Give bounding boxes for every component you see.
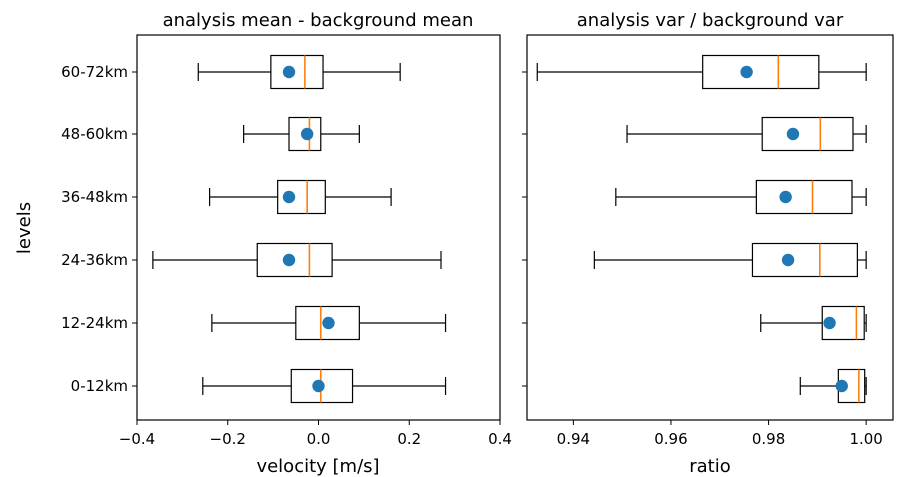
x-tick-label-left-3: 0.2 [397, 430, 421, 448]
mean-marker [740, 65, 753, 79]
x-tick-label-right-3: 1.00 [849, 430, 882, 448]
panel-variance-ratio: analysis var / background var 0.94 0.96 0.… [522, 10, 894, 477]
x-tick-label-left-4: 0.4 [488, 430, 512, 448]
iqr-box [288, 116, 322, 152]
iqr-box [290, 368, 354, 404]
y-axis-right [522, 71, 527, 387]
x-tick-label-left-0: −0.4 [119, 430, 155, 448]
iqr-box [702, 54, 820, 90]
chart-title-left: analysis mean - background mean [163, 10, 474, 31]
box-left-0-12km [202, 368, 447, 404]
box-left-24-36km [152, 242, 442, 278]
plot-area-right [536, 54, 867, 404]
y-tick-label-2: 36-48km [61, 188, 128, 206]
box-right-24-36km [593, 242, 867, 278]
box-left-12-24km [211, 305, 447, 341]
y-tick-label-1: 48-60km [61, 125, 128, 143]
x-axis-label-left: velocity [m/s] [256, 456, 379, 477]
x-axis-label-right: ratio [689, 456, 731, 477]
mean-marker [282, 190, 296, 204]
y-tick-label-4: 12-24km [61, 314, 128, 332]
y-tick-label-5: 0-12km [71, 377, 128, 395]
chart-title-right: analysis var / background var [577, 10, 844, 31]
box-left-60-72km [197, 54, 401, 90]
x-tick-label-right-1: 0.96 [654, 430, 687, 448]
mean-marker [779, 190, 792, 204]
iqr-box [751, 242, 858, 278]
mean-marker [781, 253, 795, 267]
mean-marker [300, 127, 314, 141]
mean-marker [835, 379, 848, 393]
y-tick-label-3: 24-36km [61, 251, 128, 269]
box-right-0-12km [799, 368, 867, 404]
x-tick-label-right-2: 0.98 [752, 430, 785, 448]
x-tick-label-left-1: −0.2 [210, 430, 246, 448]
mean-marker [322, 316, 335, 330]
mean-marker [282, 253, 296, 267]
y-axis-label: levels [14, 202, 35, 254]
iqr-box [761, 116, 854, 152]
box-right-60-72km [536, 54, 867, 90]
mean-marker [823, 316, 836, 330]
y-tick-label-0: 60-72km [61, 63, 128, 81]
x-axis-right: 0.94 0.96 0.98 1.00 [557, 420, 883, 448]
iqr-box [821, 305, 865, 341]
mean-marker [282, 65, 296, 79]
y-axis-left: 60-72km 48-60km 36-48km 24-36km 12-24km 0-12k… [61, 63, 137, 395]
box-left-36-48km [209, 179, 392, 215]
iqr-box [295, 305, 360, 341]
x-axis-left: −0.4 −0.2 0.0 0.2 0.4 [119, 420, 512, 448]
mean-marker [786, 127, 800, 141]
x-tick-label-right-0: 0.94 [557, 430, 590, 448]
axes-frame-left [136, 34, 501, 421]
box-right-48-60km [626, 116, 867, 152]
panel-mean-difference: analysis mean - background mean 60-72km 4… [14, 10, 512, 477]
x-tick-label-left-2: 0.0 [307, 430, 331, 448]
iqr-box [755, 179, 853, 215]
axes-frame-right [526, 34, 894, 421]
box-right-36-48km [615, 179, 867, 215]
iqr-box [270, 54, 324, 90]
mean-marker [312, 379, 325, 393]
iqr-box [277, 179, 326, 215]
box-left-48-60km [243, 116, 360, 152]
box-right-12-24km [760, 305, 867, 341]
iqr-box [256, 242, 333, 278]
plot-area-left [152, 54, 447, 404]
